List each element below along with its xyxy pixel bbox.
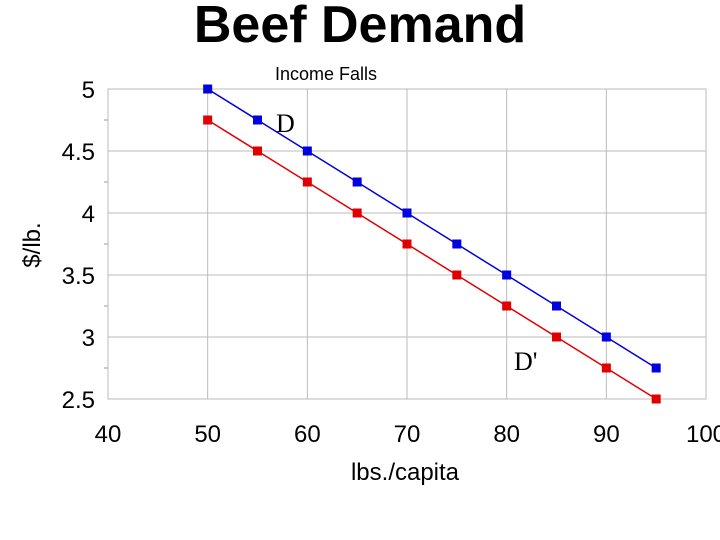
x-tick-label: 90	[593, 421, 620, 448]
y-tick-label: 3	[82, 325, 95, 352]
y-tick-label: 5	[82, 77, 95, 104]
data-point-d	[502, 270, 512, 280]
data-point-d-prime	[651, 394, 661, 404]
data-point-d	[601, 332, 611, 342]
data-point-d-prime	[402, 239, 412, 249]
chart-subtitle: Income Falls	[275, 64, 377, 84]
x-axis-label: lbs./capita	[351, 459, 460, 486]
data-point-d	[352, 177, 362, 187]
series	[203, 84, 661, 404]
data-point-d-prime	[502, 301, 512, 311]
y-tick-label: 2.5	[62, 387, 95, 414]
tick-labels: 40 50 60 70 80 90 100 2.5 3 3.5 4 4.5 5	[62, 77, 720, 448]
x-tick-label: 50	[194, 421, 221, 448]
data-point-d	[302, 146, 312, 156]
data-point-d	[253, 115, 262, 125]
series-line-d	[207, 88, 657, 369]
data-point-d-prime	[352, 208, 362, 218]
x-tick-label: 40	[95, 421, 122, 448]
plot-frame	[107, 88, 707, 400]
data-point-d-prime	[552, 332, 561, 342]
x-tick-label: 60	[294, 421, 321, 448]
data-point-d	[203, 84, 213, 94]
y-tick-label: 3.5	[62, 263, 95, 290]
y-axis-label: $/lb.	[19, 222, 46, 267]
chart-title: Beef Demand	[194, 0, 526, 54]
data-point-d	[552, 301, 561, 311]
y-tick-label: 4	[82, 201, 95, 228]
y-tick-label: 4.5	[62, 139, 95, 166]
data-point-d	[402, 208, 412, 218]
x-tick-label: 80	[493, 421, 520, 448]
x-tick-label: 70	[394, 421, 421, 448]
curve-label-d: D	[276, 109, 295, 138]
series-line-d-prime	[207, 119, 657, 400]
data-point-d	[651, 363, 661, 373]
x-tick-label: 100	[686, 421, 720, 448]
data-point-d-prime	[253, 146, 262, 156]
data-point-d-prime	[203, 115, 213, 125]
curve-label-d-prime: D'	[514, 347, 537, 376]
data-point-d-prime	[302, 177, 312, 187]
data-point-d-prime	[601, 363, 611, 373]
data-point-d-prime	[452, 270, 462, 280]
data-point-d	[452, 239, 462, 249]
